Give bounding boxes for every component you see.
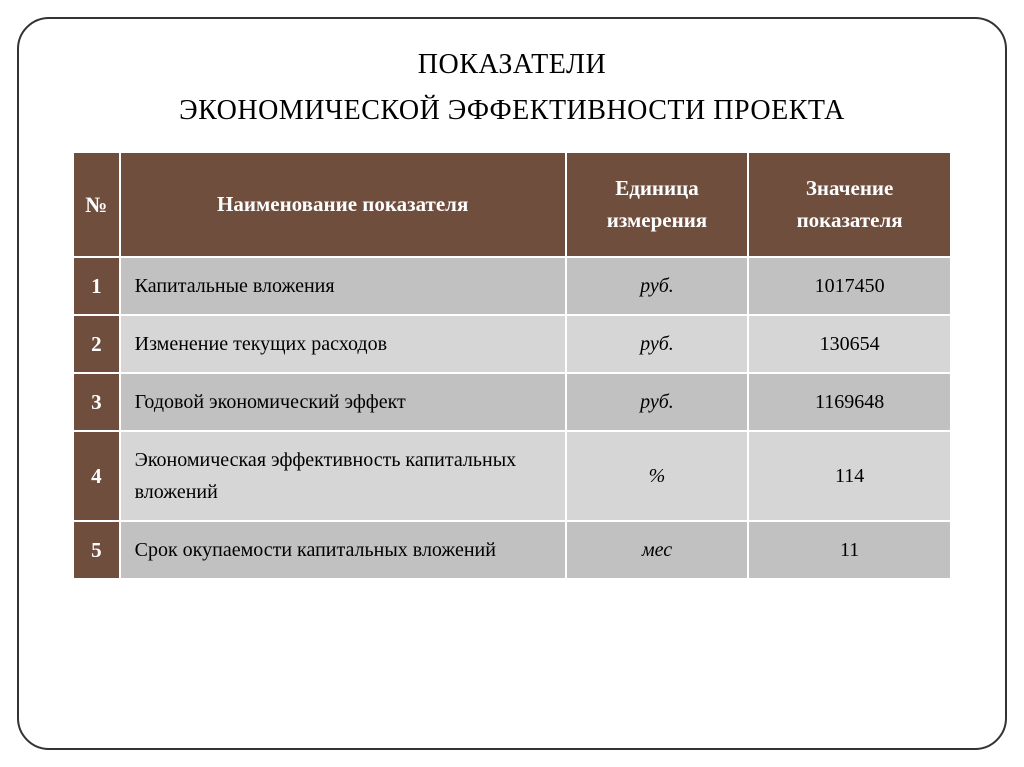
cell-value: 1017450 [748,257,951,315]
title-line2: ЭКОНОМИЧЕСКОЙ ЭФФЕКТИВНОСТИ ПРОЕКТА [179,95,845,127]
table-row: 2 Изменение текущих расходов руб. 130654 [73,315,951,373]
cell-unit: мес [566,521,748,579]
col-header-num: № [73,152,120,257]
cell-value: 114 [748,431,951,521]
cell-name: Капитальные вложения [120,257,566,315]
table-row: 5 Срок окупаемости капитальных вложений … [73,521,951,579]
cell-num: 5 [73,521,120,579]
cell-unit: руб. [566,257,748,315]
cell-name: Годовой экономический эффект [120,373,566,431]
table-header-row: № Наименование показателя Единица измере… [73,152,951,257]
cell-num: 4 [73,431,120,521]
cell-num: 2 [73,315,120,373]
cell-name: Срок окупаемости капитальных вложений [120,521,566,579]
slide-frame: ПОКАЗАТЕЛИ ЭКОНОМИЧЕСКОЙ ЭФФЕКТИВНОСТИ П… [17,17,1007,750]
title-block: ПОКАЗАТЕЛИ ЭКОНОМИЧЕСКОЙ ЭФФЕКТИВНОСТИ П… [179,49,845,127]
cell-unit: руб. [566,315,748,373]
cell-unit: % [566,431,748,521]
table-row: 1 Капитальные вложения руб. 1017450 [73,257,951,315]
cell-value: 1169648 [748,373,951,431]
col-header-name: Наименование показателя [120,152,566,257]
table-row: 4 Экономическая эффективность капитальны… [73,431,951,521]
cell-num: 3 [73,373,120,431]
cell-value: 130654 [748,315,951,373]
indicators-table: № Наименование показателя Единица измере… [72,151,952,580]
cell-name: Изменение текущих расходов [120,315,566,373]
col-header-unit: Единица измерения [566,152,748,257]
table-body: 1 Капитальные вложения руб. 1017450 2 Из… [73,257,951,579]
title-line1: ПОКАЗАТЕЛИ [179,49,845,81]
cell-name: Экономическая эффективность капитальных … [120,431,566,521]
table-row: 3 Годовой экономический эффект руб. 1169… [73,373,951,431]
cell-unit: руб. [566,373,748,431]
cell-num: 1 [73,257,120,315]
col-header-value: Значение показателя [748,152,951,257]
cell-value: 11 [748,521,951,579]
